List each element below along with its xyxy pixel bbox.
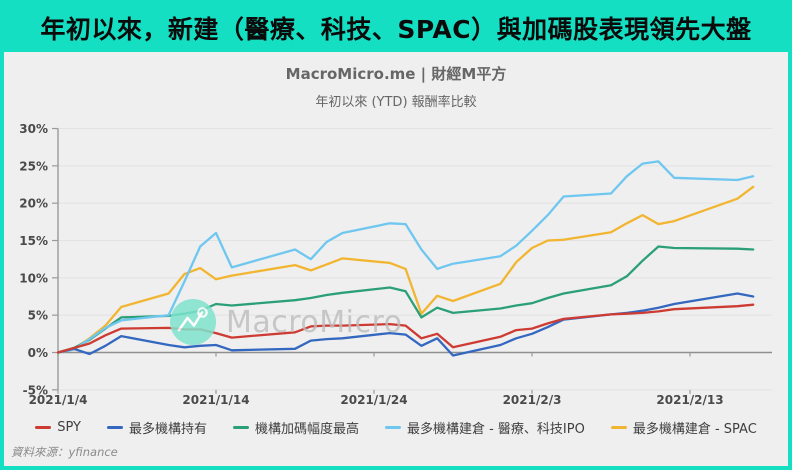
ytd-return-line-chart: 30% 25% 20% 15% 10% 5% 0% -5%2021/1/4 2021/1/14 2… [19,122,772,407]
legend-item-most-added[interactable]: 機構加碼幅度最高 [232,418,359,437]
y-axis-label: -5% [23,383,48,397]
chart-subtitle: 年初以來 (YTD) 報酬率比較 [315,95,477,110]
legend-item-new-ipo[interactable]: 最多機構建倉 - 醫療、科技IPO [384,418,585,437]
y-axis-label: 30% [19,122,48,136]
series-line-最多機構持有 [56,292,755,357]
y-axis-label: 10% [19,271,48,285]
y-axis-label: 0% [28,346,48,360]
legend-item-spy[interactable]: SPY [35,420,81,435]
brand-line: MacroMicro.me | 財經M平方 [285,65,507,83]
legend-swatch-new-spac [610,426,627,429]
y-axis-label: 25% [19,159,48,173]
legend-label-most-added: 機構加碼幅度最高 [254,422,359,437]
y-axis-label: 15% [19,234,48,248]
chart-legend: SPY 最多機構持有 機構加碼幅度最高 最多機構建倉 - 醫療、科技IPO 最多… [4,418,788,437]
series-line-最多機構建倉 - 醫療、科技IPO [56,160,755,354]
legend-label-new-spac: 最多機構建倉 - SPAC [632,422,757,437]
series-line-SPY [56,303,755,354]
legend-label-spy: SPY [57,420,81,435]
x-axis-label: 2021/2/13 [656,393,723,407]
legend-swatch-most-added [232,426,249,429]
watermark-label: MacroMicro [226,304,403,340]
chart-panel: MacroMicro.me | 財經M平方 年初以來 (YTD) 報酬率比較 3… [4,52,788,466]
series-line-機構加碼幅度最高 [56,245,755,354]
legend-item-new-spac[interactable]: 最多機構建倉 - SPAC [610,418,757,437]
data-source-note: 資料來源：yfinance [11,445,118,459]
legend-label-new-ipo: 最多機構建倉 - 醫療、科技IPO [406,422,585,437]
x-axis-label: 2021/1/4 [29,393,88,407]
legend-swatch-most-held [106,426,123,429]
x-axis-label: 2021/1/14 [182,393,249,407]
legend-item-most-held[interactable]: 最多機構持有 [106,418,207,437]
x-axis-label: 2021/1/24 [340,393,407,407]
watermark: MacroMicro [170,299,403,345]
x-axis-label: 2021/2/3 [503,393,562,407]
series-line-最多機構建倉 - SPAC [56,185,755,354]
page-title: 年初以來，新建（醫療、科技、SPAC）與加碼股表現領先大盤 [40,15,752,44]
chart-header-banner: 年初以來，新建（醫療、科技、SPAC）與加碼股表現領先大盤 [4,4,788,52]
y-axis-label: 5% [28,309,48,323]
y-axis-label: 20% [19,197,48,211]
legend-swatch-new-ipo [384,426,401,429]
macromicro-logo-icon [170,299,216,345]
legend-swatch-spy [35,426,52,429]
legend-label-most-held: 最多機構持有 [128,422,207,437]
